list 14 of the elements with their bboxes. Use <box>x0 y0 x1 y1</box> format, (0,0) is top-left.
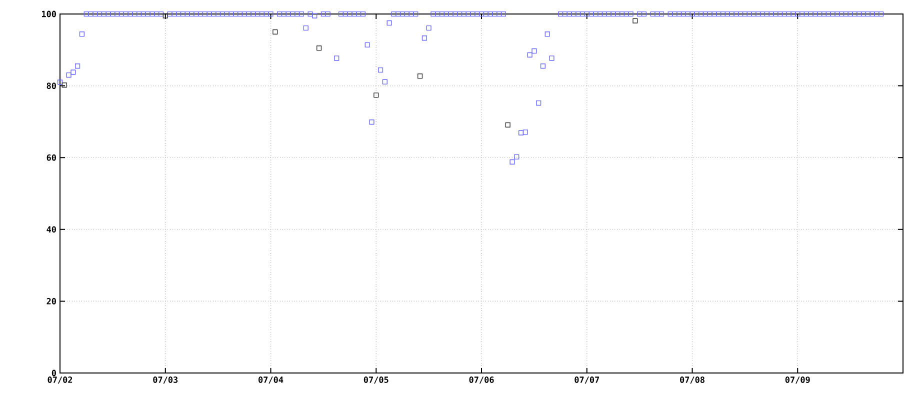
x-tick-label: 07/03 <box>153 376 178 384</box>
x-tick-label: 07/04 <box>258 376 284 384</box>
x-tick-label: 07/05 <box>364 376 388 384</box>
y-tick-label: 20 <box>46 298 56 304</box>
x-tick-label: 07/08 <box>680 376 704 384</box>
x-tick-label: 07/09 <box>785 376 810 384</box>
y-tick-label: 40 <box>46 226 56 233</box>
y-tick-label: 60 <box>46 154 56 161</box>
x-tick-label: 07/02 <box>48 376 72 384</box>
y-tick-label: 80 <box>46 82 56 90</box>
x-tick-label: 07/06 <box>469 376 494 384</box>
x-tick-label: 07/07 <box>574 376 599 384</box>
y-tick-label: 100 <box>42 10 56 18</box>
y-tick-label: 0 <box>52 370 56 376</box>
